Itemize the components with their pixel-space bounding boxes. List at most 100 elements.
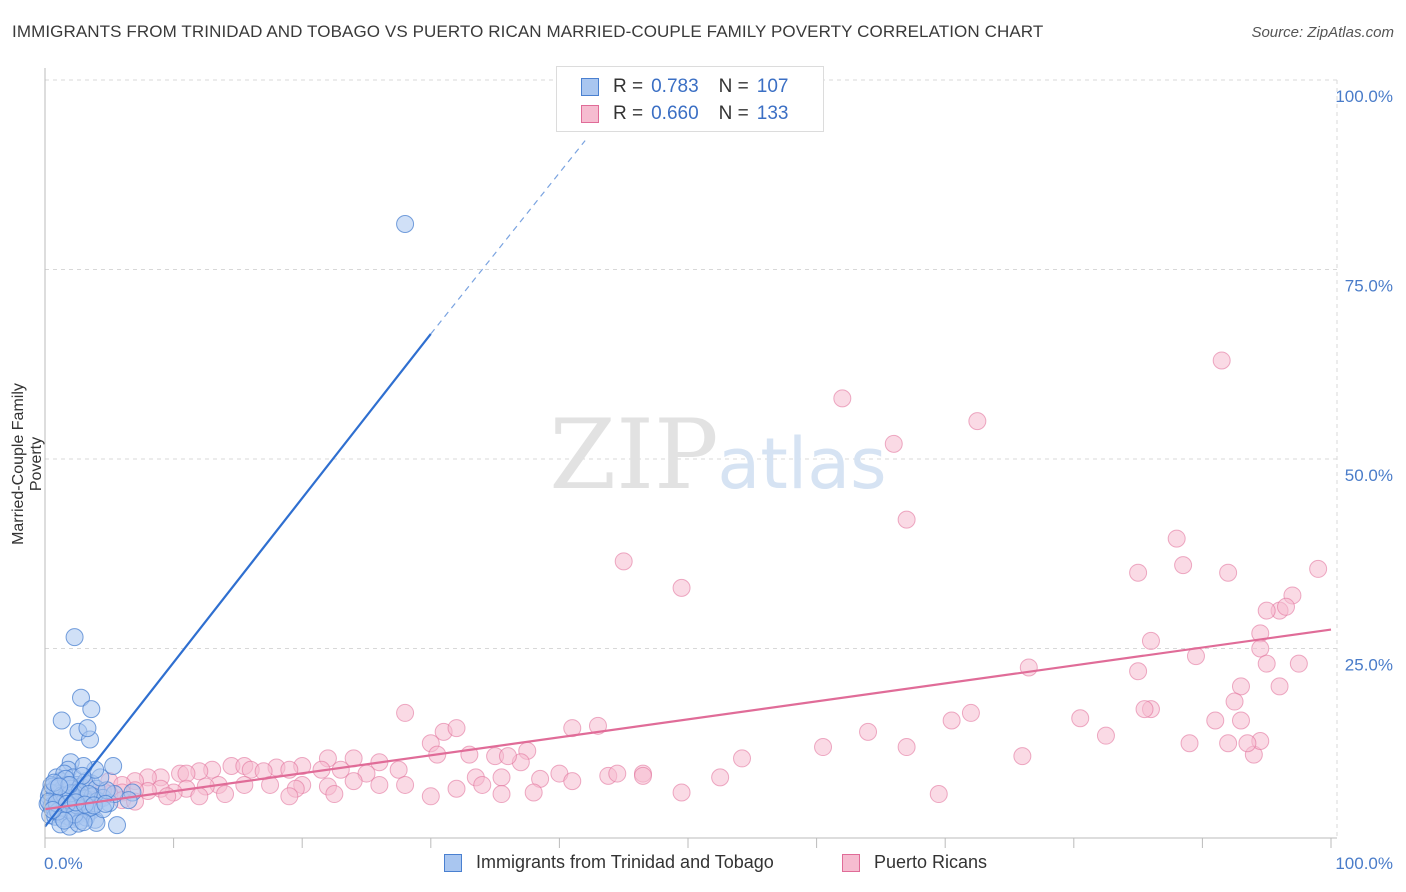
data-point-trinidad (108, 816, 127, 835)
watermark-atlas: atlas (717, 423, 886, 505)
data-point-puerto-rican (1141, 631, 1160, 650)
data-point-puerto-rican (814, 738, 833, 757)
data-point-puerto-rican (492, 785, 511, 804)
data-point-puerto-rican (1129, 662, 1148, 681)
data-point-puerto-rican (1219, 563, 1238, 582)
data-point-puerto-rican (1096, 726, 1115, 745)
data-point-trinidad (82, 700, 101, 719)
data-point-puerto-rican (1270, 677, 1289, 696)
data-point-puerto-rican (1212, 351, 1231, 370)
data-point-puerto-rican (498, 747, 517, 766)
legend-r-label: R = (613, 76, 644, 97)
data-point-puerto-rican (1225, 692, 1244, 711)
data-point-puerto-rican (447, 719, 466, 738)
legend-r-label: R = (613, 103, 644, 124)
data-point-puerto-rican (1013, 747, 1032, 766)
bottom-legend-label-blue: Immigrants from Trinidad and Tobago (476, 852, 774, 872)
y-tick-label: 100.0% (1335, 87, 1393, 106)
data-point-puerto-rican (177, 764, 196, 783)
legend-swatch-blue (581, 78, 599, 96)
trend-lines (44, 140, 1332, 828)
data-point-trinidad (50, 777, 69, 796)
data-point-puerto-rican (833, 389, 852, 408)
legend-n-label: N = (718, 76, 749, 97)
data-point-puerto-rican (235, 775, 254, 794)
legend-r-value: 0.660 (651, 103, 699, 124)
data-point-puerto-rican (447, 779, 466, 798)
data-point-puerto-rican (1276, 597, 1295, 616)
data-point-trinidad (396, 215, 415, 234)
data-point-puerto-rican (961, 703, 980, 722)
data-point-trinidad (65, 628, 84, 647)
data-point-puerto-rican (190, 787, 209, 806)
data-point-puerto-rican (1257, 654, 1276, 673)
y-tick-label: 50.0% (1345, 466, 1393, 485)
data-point-puerto-rican (1129, 563, 1148, 582)
data-point-puerto-rican (711, 768, 730, 787)
source-label: Source: ZipAtlas.com (1251, 24, 1394, 41)
data-point-puerto-rican (897, 738, 916, 757)
data-point-puerto-rican (261, 775, 280, 794)
data-point-puerto-rican (1238, 734, 1257, 753)
trend-line-trinidad (44, 333, 432, 828)
data-point-puerto-rican (633, 766, 652, 785)
data-point-puerto-rican (389, 760, 408, 779)
legend-swatch-pink (581, 105, 599, 123)
data-point-puerto-rican (524, 783, 543, 802)
grid-lines (45, 79, 1338, 838)
axes (44, 68, 1337, 848)
bottom-legend-label-pink: Puerto Ricans (874, 852, 988, 872)
x-tick-label: 0.0% (44, 854, 83, 873)
data-point-puerto-rican (1206, 711, 1225, 730)
correlation-legend: R = 0.783 N = 107 R = 0.660 N = 133 (556, 66, 824, 132)
watermark-zip: ZIP (549, 399, 718, 511)
data-point-puerto-rican (608, 764, 627, 783)
data-point-trinidad (52, 711, 71, 730)
data-point-puerto-rican (942, 711, 961, 730)
data-point-puerto-rican (672, 578, 691, 597)
data-point-puerto-rican (216, 785, 235, 804)
data-point-puerto-rican (1309, 559, 1328, 578)
data-point-puerto-rican (588, 716, 607, 735)
data-point-puerto-rican (1257, 601, 1276, 620)
data-point-puerto-rican (1289, 654, 1308, 673)
trinidad-points (38, 215, 415, 836)
legend-n-label: N = (718, 103, 749, 124)
data-point-puerto-rican (344, 772, 363, 791)
watermark: ZIP atlas (549, 399, 886, 511)
data-point-puerto-rican (473, 775, 492, 794)
data-point-puerto-rican (929, 785, 948, 804)
chart-title: IMMIGRANTS FROM TRINIDAD AND TOBAGO VS P… (12, 22, 1044, 41)
data-point-puerto-rican (968, 412, 987, 431)
bottom-legend-swatch-blue (444, 853, 462, 872)
data-point-puerto-rican (370, 775, 389, 794)
data-point-puerto-rican (1219, 734, 1238, 753)
bottom-legend-blue: Immigrants from Trinidad and Tobago (444, 852, 774, 873)
data-point-trinidad (96, 794, 115, 813)
data-point-trinidad (72, 688, 91, 707)
data-point-puerto-rican (325, 785, 344, 804)
data-point-trinidad (74, 813, 93, 832)
data-point-puerto-rican (614, 552, 633, 571)
legend-r-value: 0.783 (651, 76, 699, 97)
data-point-puerto-rican (563, 772, 582, 791)
data-point-puerto-rican (280, 787, 299, 806)
trend-line-trinidad-extension (430, 140, 586, 335)
data-point-puerto-rican (1231, 711, 1250, 730)
bottom-legend-pink: Puerto Ricans (842, 852, 987, 873)
data-point-puerto-rican (396, 703, 415, 722)
legend-n-value: 107 (756, 76, 789, 97)
data-point-puerto-rican (1071, 709, 1090, 728)
data-point-trinidad (78, 719, 97, 738)
legend-row-pink: R = 0.660 N = 133 (581, 101, 788, 127)
data-point-puerto-rican (396, 775, 415, 794)
legend-n-value: 133 (756, 103, 789, 124)
data-point-puerto-rican (1231, 677, 1250, 696)
data-point-puerto-rican (1135, 700, 1154, 719)
data-point-puerto-rican (1167, 529, 1186, 548)
data-point-puerto-rican (492, 768, 511, 787)
data-point-puerto-rican (1180, 734, 1199, 753)
data-point-puerto-rican (897, 510, 916, 529)
data-point-puerto-rican (421, 787, 440, 806)
